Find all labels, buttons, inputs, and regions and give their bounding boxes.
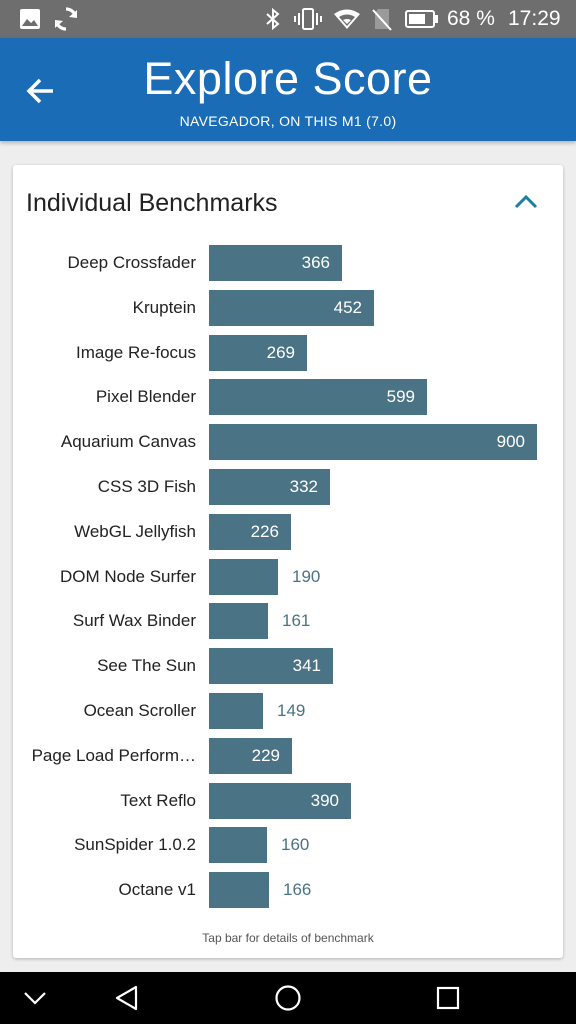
benchmark-value: 366: [301, 253, 330, 272]
benchmark-bar[interactable]: [209, 782, 351, 819]
benchmark-value: 269: [266, 342, 295, 362]
benchmark-row[interactable]: Page Load Perform… 229: [13, 737, 563, 774]
arrow-back-icon: [26, 78, 53, 104]
benchmark-row[interactable]: WebGL Jellyfish 226: [13, 513, 563, 550]
benchmark-label: SunSpider 1.0.2: [74, 835, 196, 855]
benchmark-row[interactable]: Kruptein 452: [13, 289, 563, 326]
benchmark-label: See The Sun: [97, 656, 196, 676]
benchmark-label: Deep Crossfader: [67, 253, 196, 272]
navigation-bar: [0, 972, 576, 1024]
benchmark-bar[interactable]: [209, 469, 330, 505]
benchmark-bar[interactable]: [209, 827, 267, 864]
benchmark-label: Aquarium Canvas: [60, 432, 196, 452]
benchmark-bar[interactable]: [209, 737, 292, 774]
back-button[interactable]: [14, 64, 68, 118]
benchmark-row[interactable]: Ocean Scroller 149: [13, 693, 563, 729]
benchmark-row[interactable]: Octane v1 166: [13, 872, 563, 909]
vibrate-icon: [292, 6, 324, 32]
benchmark-label: DOM Node Surfer: [59, 566, 196, 586]
battery-icon: [404, 6, 440, 32]
benchmark-bar[interactable]: [209, 603, 268, 640]
sync-icon: [52, 6, 80, 32]
benchmark-label: Surf Wax Binder: [72, 611, 196, 631]
benchmark-row[interactable]: SunSpider 1.0.2 160: [13, 827, 563, 864]
benchmark-label: Image Re-focus: [76, 342, 196, 362]
benchmark-row[interactable]: Deep Crossfader 366: [13, 245, 563, 281]
back-triangle-icon: [115, 985, 138, 1011]
benchmark-label: CSS 3D Fish: [97, 477, 196, 496]
benchmark-bar[interactable]: [209, 558, 278, 595]
collapse-button[interactable]: [509, 187, 543, 217]
benchmark-row[interactable]: CSS 3D Fish 332: [13, 469, 563, 505]
recents-square-icon: [436, 986, 460, 1010]
nav-home-button[interactable]: [268, 978, 308, 1018]
benchmark-label: Kruptein: [132, 297, 196, 317]
benchmark-bar[interactable]: [209, 289, 374, 326]
benchmark-bar[interactable]: [209, 693, 263, 729]
nav-recents-button[interactable]: [428, 978, 468, 1018]
page-subtitle: NAVEGADOR, ON THIS M1 (7.0): [179, 113, 397, 129]
benchmark-bar[interactable]: [209, 334, 307, 371]
benchmark-value: 452: [333, 297, 362, 317]
benchmark-label: WebGL Jellyfish: [74, 521, 196, 541]
benchmark-value: 390: [310, 790, 339, 810]
card-title: Individual Benchmarks: [26, 189, 278, 217]
status-time: 17:29: [508, 7, 561, 30]
battery-percent: 68 %: [447, 7, 495, 30]
wifi-icon: [332, 6, 362, 32]
chevron-down-icon: [24, 992, 46, 1005]
no-sim-icon: [370, 6, 394, 32]
benchmarks-card: Individual Benchmarks Deep Crossfader 366…: [13, 165, 563, 958]
benchmark-value: 332: [289, 477, 318, 496]
benchmark-value: 149: [277, 701, 306, 720]
benchmark-label: Ocean Scroller: [83, 701, 196, 720]
status-bar: 68 % 17:29: [0, 0, 576, 38]
benchmark-bar[interactable]: [209, 513, 291, 550]
benchmark-row[interactable]: Image Re-focus 269: [13, 334, 563, 371]
benchmark-value: 341: [292, 656, 321, 676]
benchmark-row[interactable]: Surf Wax Binder 161: [13, 603, 563, 640]
benchmark-value: 229: [251, 745, 280, 765]
benchmark-label: Pixel Blender: [95, 387, 196, 407]
benchmark-bar[interactable]: [209, 424, 537, 461]
nav-back-button[interactable]: [107, 978, 147, 1018]
benchmark-bar[interactable]: [209, 648, 333, 685]
benchmark-label: Octane v1: [118, 880, 197, 900]
image-icon: [18, 6, 42, 32]
benchmark-label: Page Load Perform…: [31, 745, 196, 765]
benchmark-row[interactable]: Text Reflo 390: [13, 782, 563, 819]
chevron-up-icon: [514, 194, 538, 209]
benchmark-row[interactable]: Aquarium Canvas 900: [13, 424, 563, 461]
app-bar: Explore Score NAVEGADOR, ON THIS M1 (7.0…: [0, 38, 576, 141]
footnote: Tap bar for details of benchmark: [202, 931, 374, 945]
benchmark-row[interactable]: DOM Node Surfer 190: [13, 558, 563, 595]
page-title: Explore Score: [143, 53, 433, 104]
benchmark-value: 226: [250, 521, 279, 541]
benchmark-label: Text Reflo: [120, 790, 196, 810]
benchmark-value: 190: [292, 566, 321, 586]
benchmark-row[interactable]: See The Sun 341: [13, 648, 563, 685]
benchmark-value: 900: [496, 432, 525, 452]
benchmark-value: 161: [282, 611, 311, 631]
benchmark-value: 160: [281, 835, 310, 855]
bluetooth-icon: [263, 6, 283, 32]
hide-keyboard-button[interactable]: [15, 978, 55, 1018]
benchmark-bar[interactable]: [209, 245, 342, 281]
benchmark-bar[interactable]: [209, 379, 427, 416]
benchmark-row[interactable]: Pixel Blender 599: [13, 379, 563, 416]
benchmark-value: 166: [283, 880, 312, 900]
home-circle-icon: [275, 985, 301, 1011]
benchmark-bar[interactable]: [209, 872, 269, 909]
benchmark-value: 599: [386, 387, 415, 407]
